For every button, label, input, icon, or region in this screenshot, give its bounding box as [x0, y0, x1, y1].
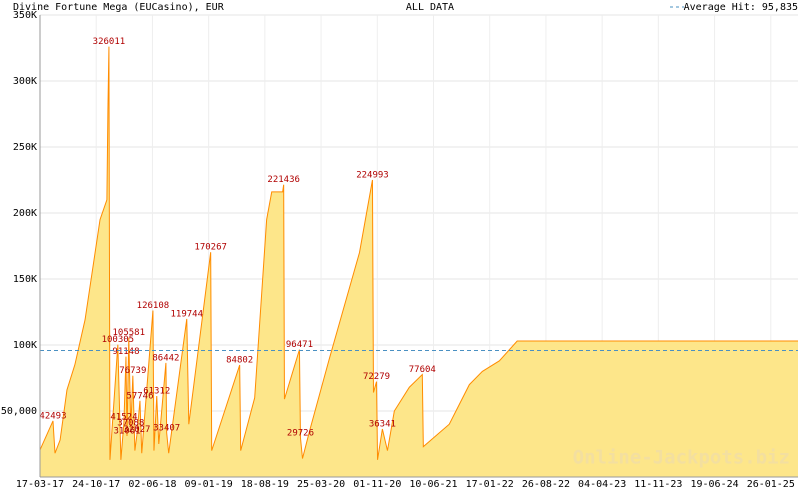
y-tick-label: 250K [13, 142, 37, 153]
x-tick-label: 04-04-23 [578, 479, 626, 490]
value-label: 57746 [126, 391, 153, 401]
chart-subtitle: ALL DATA [406, 2, 454, 13]
x-tick-label: 11-11-23 [634, 479, 682, 490]
x-tick-label: 17-03-17 [16, 479, 64, 490]
x-tick-label: 24-10-17 [72, 479, 120, 490]
y-tick-label: 300K [13, 76, 37, 87]
x-tick-label: 26-01-25 [747, 479, 795, 490]
x-tick-label: 10-06-21 [409, 479, 457, 490]
x-tick-label: 19-06-24 [690, 479, 738, 490]
value-label: 76739 [119, 366, 146, 376]
x-tick-label: 17-01-22 [466, 479, 514, 490]
y-tick-label: 200K [13, 208, 37, 219]
value-label: 96471 [286, 340, 313, 350]
value-label: 72279 [363, 372, 390, 382]
value-label: 91148 [112, 347, 139, 357]
value-label: 84802 [226, 356, 253, 366]
value-label: 31061 [113, 426, 140, 436]
value-label: 105581 [113, 328, 146, 338]
x-tick-label: 26-08-22 [522, 479, 570, 490]
y-tick-label: 100K [13, 340, 37, 351]
value-label: 170267 [194, 243, 227, 253]
value-label: 36341 [369, 420, 396, 430]
value-label: 221436 [267, 175, 300, 185]
value-label: 126108 [137, 301, 170, 311]
value-label: 61312 [143, 387, 170, 397]
y-tick-label: 350K [13, 10, 37, 21]
y-tick-label: 150K [13, 274, 37, 285]
x-tick-label: 02-06-18 [128, 479, 176, 490]
value-label: 33407 [153, 423, 180, 433]
x-tick-label: 25-03-20 [297, 479, 345, 490]
area-line [39, 46, 798, 460]
value-label: 86442 [152, 353, 179, 363]
watermark: Online-Jackpots.biz [573, 447, 790, 469]
value-label: 100305 [102, 335, 135, 345]
x-tick-label: 09-01-19 [185, 479, 233, 490]
value-label: 37088 [117, 419, 144, 429]
y-tick-label: 50,000 [1, 406, 37, 417]
value-label: 32027 [123, 425, 150, 435]
x-tick-label: 01-11-20 [353, 479, 401, 490]
value-label: 41524 [110, 413, 137, 423]
x-tick-label: 18-08-19 [241, 479, 289, 490]
value-label: 29726 [287, 428, 314, 438]
value-label: 119744 [171, 309, 204, 319]
value-label: 326011 [93, 37, 126, 47]
area-fill [40, 46, 798, 478]
legend-label: Average Hit: 95,835 [684, 2, 798, 13]
value-label: 224993 [356, 171, 389, 181]
value-label: 42493 [39, 411, 66, 421]
value-label: 77604 [409, 365, 436, 375]
chart-title: Divine Fortune Mega (EUCasino), EUR [13, 2, 225, 13]
